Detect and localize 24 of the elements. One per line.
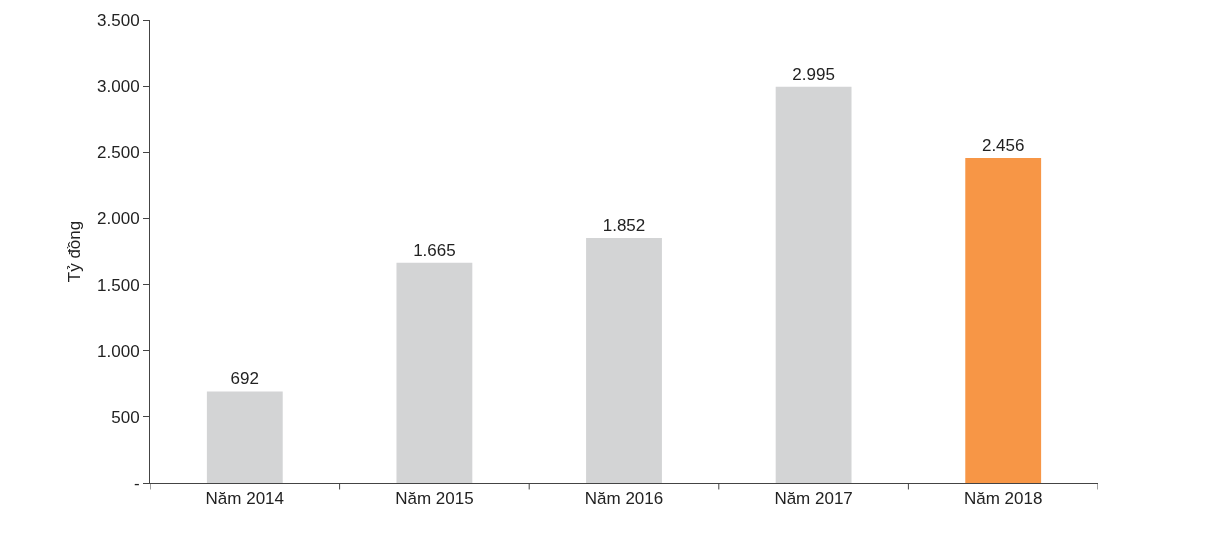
y-tick-label: - (133, 473, 140, 493)
bar (965, 158, 1042, 483)
y-tick-label: 2.000 (97, 209, 140, 229)
y-tick-label: 2.500 (97, 143, 140, 163)
data-label: 2.456 (981, 136, 1025, 156)
data-label: 692 (230, 369, 259, 389)
x-tick-label: Năm 2016 (584, 489, 664, 509)
x-tick-label: Năm 2018 (963, 489, 1043, 509)
data-label: 2.995 (792, 64, 835, 84)
bar (586, 238, 662, 483)
y-tick-label: 3.000 (97, 77, 140, 97)
data-label: 1.852 (602, 216, 646, 236)
y-axis-title: Tỷ đồng (64, 220, 84, 283)
data-label: 1.665 (413, 240, 456, 260)
y-tick-label: 3.500 (97, 10, 140, 30)
y-tick-label: 1.500 (97, 275, 140, 295)
bar (396, 262, 473, 483)
y-tick-label: 500 (111, 407, 140, 427)
x-tick-label: Năm 2015 (395, 489, 474, 509)
x-tick-label: Năm 2017 (774, 489, 853, 509)
y-tick-label: 1.000 (97, 341, 140, 361)
bar (775, 86, 852, 483)
bar (206, 391, 283, 483)
x-tick-label: Năm 2014 (205, 489, 285, 509)
